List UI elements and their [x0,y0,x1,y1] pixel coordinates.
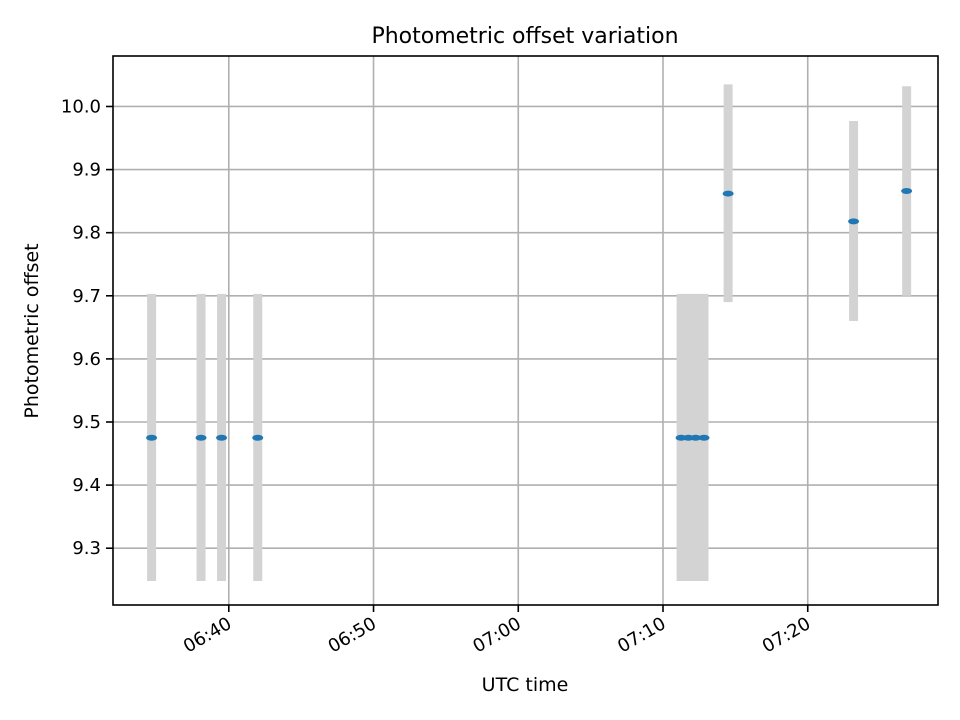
x-tick-label: 07:20 [759,613,814,657]
data-point [901,188,912,194]
x-tick-label: 06:50 [325,613,380,657]
data-point [699,435,710,441]
data-point [848,218,859,224]
grid [113,56,938,605]
plot-frame [113,56,938,605]
y-tick-label: 9.7 [72,286,101,307]
y-tick-label: 9.9 [72,160,101,181]
y-tick-label: 10.0 [61,96,101,117]
data-point [723,191,734,197]
data-point [196,435,207,441]
data-point [216,435,227,441]
x-axis-label: UTC time [482,674,569,696]
x-tick-label: 06:40 [180,613,235,657]
y-axis-label: Photometric offset [21,243,43,418]
chart-title: Photometric offset variation [371,24,678,49]
x-tick-label: 07:10 [614,613,669,657]
y-tick-label: 9.3 [72,538,101,559]
data-point [252,435,263,441]
error-bars [152,84,907,581]
x-axis: 06:40 06:50 07:00 07:10 07:20 [180,605,814,657]
y-tick-label: 9.5 [72,412,101,433]
data-point [146,435,157,441]
y-tick-label: 9.6 [72,349,101,370]
y-axis: 9.3 9.4 9.5 9.6 9.7 9.8 9.9 10.0 [61,96,113,559]
y-tick-label: 9.8 [72,223,101,244]
x-tick-label: 07:00 [469,613,524,657]
y-tick-label: 9.4 [72,475,101,496]
